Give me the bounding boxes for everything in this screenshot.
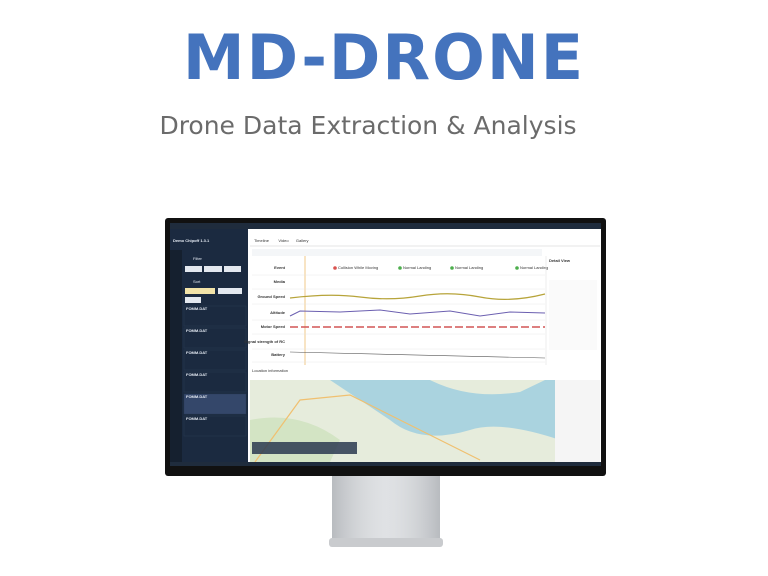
event-icon[interactable] (515, 266, 519, 270)
file-item[interactable] (183, 371, 247, 393)
detail-title: Detail View (549, 258, 571, 263)
playback-bar (252, 249, 542, 256)
file-item[interactable] (183, 305, 247, 327)
file-name: FOMM.DAT (186, 328, 208, 333)
row-label: Signal strength of RC (244, 339, 285, 344)
product-title: MD-DRONE (183, 21, 585, 94)
status-bar (170, 462, 601, 466)
sort-label[interactable]: Sort (193, 279, 201, 284)
battery-trace (289, 351, 546, 359)
monitor-stand (329, 474, 443, 547)
file-item[interactable] (183, 349, 247, 371)
sort-chip[interactable] (218, 288, 242, 294)
event-icon[interactable] (450, 266, 454, 270)
tab[interactable]: Timeline (254, 238, 270, 243)
filter-label[interactable]: Filter (193, 256, 203, 261)
ground-speed-trace (289, 293, 546, 300)
altitude-trace (289, 309, 546, 317)
file-name: FOMM.DAT (186, 394, 208, 399)
event-icon[interactable] (398, 266, 402, 270)
app-title: Demo Chipoff 1.3.1 (173, 238, 210, 243)
event-label: Normal Landing (455, 265, 483, 270)
row-label: Battery (271, 352, 286, 357)
tab[interactable]: Video (278, 238, 289, 243)
event-label: Collision While Moving (338, 265, 378, 270)
filter-chip[interactable] (185, 266, 202, 272)
filter-chip[interactable] (204, 266, 222, 272)
tab[interactable]: Gallery (296, 238, 309, 243)
row-label: Event (274, 265, 286, 270)
filter-chip[interactable] (224, 266, 241, 272)
sort-chip[interactable] (185, 288, 215, 294)
row-label: Altitude (270, 310, 286, 315)
file-name: FOMM.DAT (186, 306, 208, 311)
file-item[interactable] (183, 393, 247, 415)
row-label: Motor Speed (261, 324, 286, 329)
window-titlebar (170, 223, 601, 229)
sort-chip[interactable] (185, 297, 201, 303)
event-label: Normal Landing (520, 265, 548, 270)
file-name: FOMM.DAT (186, 372, 208, 377)
event-icon[interactable] (333, 266, 337, 270)
sidebar-icons (170, 250, 182, 466)
product-subtitle: Drone Data Extraction & Analysis (159, 111, 576, 140)
file-name: FOMM.DAT (186, 350, 208, 355)
event-label: Normal Landing (403, 265, 431, 270)
file-item[interactable] (183, 415, 247, 437)
location-title: Location information (252, 368, 288, 373)
file-name: FOMM.DAT (186, 416, 208, 421)
detail-list (549, 280, 597, 350)
map (250, 380, 600, 463)
row-label: Ground Speed (257, 294, 285, 299)
row-label: Media (274, 279, 286, 284)
file-item[interactable] (183, 327, 247, 349)
